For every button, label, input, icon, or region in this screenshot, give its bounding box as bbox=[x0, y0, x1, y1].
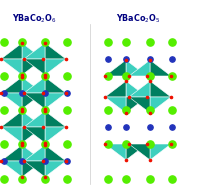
Polygon shape bbox=[22, 93, 43, 109]
Polygon shape bbox=[129, 60, 150, 76]
Polygon shape bbox=[45, 43, 66, 59]
Polygon shape bbox=[24, 161, 45, 177]
Polygon shape bbox=[150, 60, 171, 76]
Polygon shape bbox=[105, 144, 126, 160]
Polygon shape bbox=[24, 43, 45, 59]
Polygon shape bbox=[1, 127, 22, 143]
Polygon shape bbox=[22, 161, 43, 177]
Polygon shape bbox=[22, 127, 43, 143]
Polygon shape bbox=[1, 111, 22, 127]
Polygon shape bbox=[24, 127, 45, 143]
Polygon shape bbox=[24, 145, 45, 161]
Polygon shape bbox=[24, 93, 45, 109]
Polygon shape bbox=[150, 97, 171, 113]
Polygon shape bbox=[150, 144, 171, 160]
Polygon shape bbox=[105, 97, 126, 113]
Polygon shape bbox=[150, 81, 171, 97]
Polygon shape bbox=[126, 81, 147, 97]
Polygon shape bbox=[1, 59, 22, 75]
Polygon shape bbox=[22, 43, 43, 59]
Text: YBaCo$_2$O$_6$: YBaCo$_2$O$_6$ bbox=[12, 13, 56, 25]
Polygon shape bbox=[126, 144, 147, 160]
Polygon shape bbox=[24, 111, 45, 127]
Polygon shape bbox=[129, 97, 150, 113]
Polygon shape bbox=[22, 111, 43, 127]
Polygon shape bbox=[105, 60, 126, 76]
Polygon shape bbox=[45, 161, 66, 177]
Polygon shape bbox=[105, 81, 126, 97]
Polygon shape bbox=[45, 145, 66, 161]
Polygon shape bbox=[22, 145, 43, 161]
Polygon shape bbox=[45, 127, 66, 143]
Polygon shape bbox=[126, 60, 147, 76]
Polygon shape bbox=[129, 81, 150, 97]
Polygon shape bbox=[22, 77, 43, 93]
Polygon shape bbox=[1, 145, 22, 161]
Polygon shape bbox=[22, 59, 43, 75]
Polygon shape bbox=[45, 93, 66, 109]
Polygon shape bbox=[24, 59, 45, 75]
Polygon shape bbox=[45, 111, 66, 127]
Polygon shape bbox=[45, 77, 66, 93]
Polygon shape bbox=[24, 77, 45, 93]
Polygon shape bbox=[1, 77, 22, 93]
Polygon shape bbox=[129, 144, 150, 160]
Polygon shape bbox=[126, 97, 147, 113]
Text: YBaCo$_2$O$_5$: YBaCo$_2$O$_5$ bbox=[116, 13, 160, 25]
Polygon shape bbox=[1, 43, 22, 59]
Polygon shape bbox=[1, 93, 22, 109]
Polygon shape bbox=[45, 59, 66, 75]
Polygon shape bbox=[1, 161, 22, 177]
